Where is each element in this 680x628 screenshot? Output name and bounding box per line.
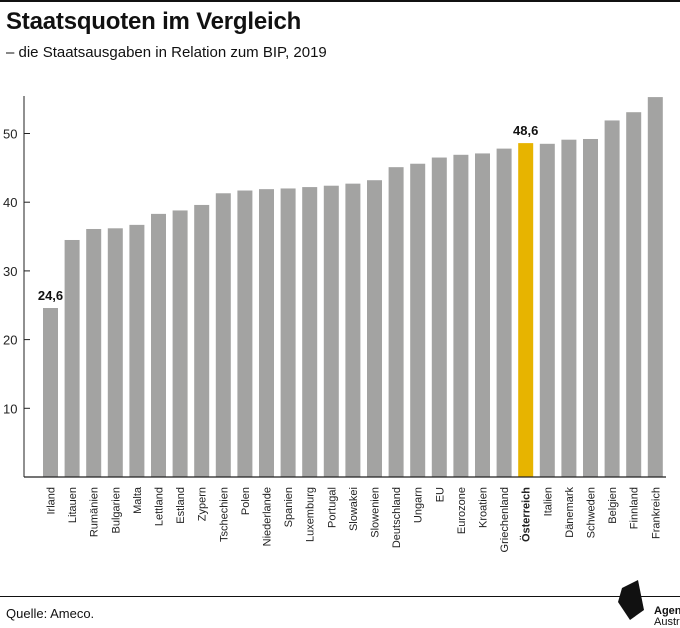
bar-lettland (151, 213, 166, 477)
y-tick-label: 30 (3, 264, 17, 279)
y-tick-label: 40 (3, 195, 17, 210)
bar-niederlande (259, 189, 274, 477)
x-tick-label: Deutschland (391, 487, 403, 548)
x-tick-label: Lettland (154, 487, 166, 526)
bar-tschechien (215, 193, 231, 478)
x-tick-label: Zypern (197, 487, 209, 521)
bar-deutschland (388, 167, 404, 477)
x-tick-label: Estland (175, 487, 187, 524)
x-tick-label: Portugal (326, 487, 338, 528)
chart-subtitle: – die Staatsausgaben in Relation zum BIP… (6, 44, 327, 61)
bar-kroatien (475, 153, 490, 477)
bottom-rule (0, 596, 680, 597)
x-tick-label: Luxemburg (305, 487, 317, 542)
bar-chart: 10 20 30 40 50 Irland Litauen Rumänien Bulgarien… (3, 96, 666, 552)
source-note: Quelle: Ameco. (6, 606, 95, 621)
bar-ungarn (410, 163, 426, 477)
x-tick-label: Niederlande (262, 487, 274, 546)
x-tick-label: Rumänien (89, 487, 101, 537)
x-tick-label: Irland (46, 487, 58, 515)
bar-belgien (604, 120, 620, 478)
bar-polen (237, 190, 253, 477)
x-tick-label: Ungarn (413, 487, 425, 523)
logo-line-2: Austria (654, 616, 680, 628)
x-tick-label: Frankreich (650, 487, 662, 539)
x-tick-label: Schweden (586, 487, 598, 538)
bar-bulgarien (107, 228, 123, 477)
x-tick-label: Österreich (520, 487, 533, 542)
x-tick-label: Slowakei (348, 487, 360, 531)
bar-slowenien (367, 180, 382, 477)
bar-eu (431, 157, 447, 478)
bar-griechenland (496, 148, 512, 477)
bar-spanien (280, 188, 296, 477)
bar-eurozone (453, 154, 469, 477)
bar-litauen (64, 239, 80, 477)
x-tick-label: Kroatien (478, 487, 490, 528)
y-tick-label: 20 (3, 333, 17, 348)
x-tick-label: Dänemark (564, 487, 576, 538)
logo-line-1: Agenda (654, 605, 680, 617)
agenda-austria-logo: Agenda Austria (616, 578, 680, 628)
data-label: 24,6 (38, 288, 63, 303)
bar-rumänien (86, 228, 102, 477)
x-tick-label: EU (434, 487, 446, 502)
bar-portugal (323, 185, 339, 477)
bar-luxemburg (302, 187, 318, 477)
x-tick-label: Bulgarien (110, 487, 122, 533)
bar-slowakei (345, 183, 361, 477)
y-tick-label: 10 (3, 401, 17, 416)
x-tick-label: Litauen (67, 487, 79, 523)
x-tick-label: Polen (240, 487, 252, 515)
x-tick-label: Belgien (607, 487, 619, 524)
x-tick-label: Slowenien (370, 487, 382, 538)
bar-malta (129, 224, 145, 477)
top-rule (0, 0, 680, 2)
chart-title: Staatsquoten im Vergleich (6, 8, 302, 35)
bar-österreich (518, 143, 534, 478)
x-tick-label: Spanien (283, 487, 295, 527)
x-tick-label: Finnland (629, 487, 641, 529)
x-tick-label: Malta (132, 486, 144, 514)
bar-estland (172, 210, 188, 477)
logo-mark-icon (618, 580, 644, 620)
bar-schweden (583, 138, 598, 477)
x-tick-label: Eurozone (456, 487, 468, 534)
bar-zypern (194, 204, 210, 477)
bar-irland (43, 307, 58, 477)
data-label: 48,6 (513, 123, 538, 138)
bar-italien (539, 143, 555, 477)
bar-dänemark (561, 139, 577, 478)
bar-frankreich (647, 97, 663, 478)
y-tick-label: 50 (3, 127, 17, 142)
x-tick-label: Griechenland (499, 487, 511, 552)
x-tick-label: Tschechien (218, 487, 230, 542)
bar-finnland (626, 112, 642, 477)
x-tick-label: Italien (542, 487, 554, 516)
